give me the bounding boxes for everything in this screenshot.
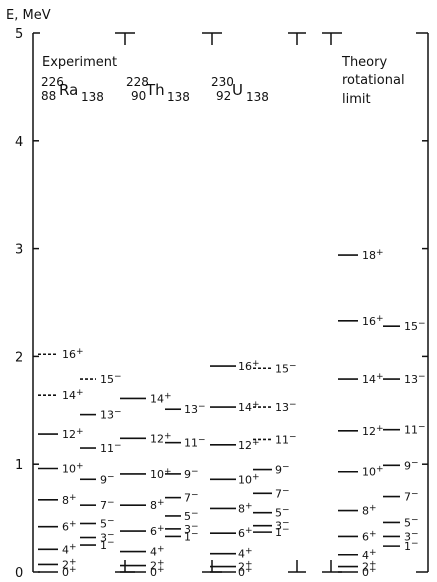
y-tick-label: 0 xyxy=(15,566,23,581)
y-tick-label: 4 xyxy=(15,135,23,150)
theory-spin-label: 14+ xyxy=(362,372,384,386)
u230-spin-label: 11− xyxy=(275,432,297,446)
u230-spin-label: 9− xyxy=(275,463,290,477)
ra226-spin-label: 9− xyxy=(100,472,115,486)
u230-spin-label: 15− xyxy=(275,361,297,375)
theory-spin-label: 4+ xyxy=(362,548,377,562)
theory-spin-label: 5− xyxy=(404,515,419,529)
ra-n: 138 xyxy=(81,90,104,104)
th228-spin-label: 13− xyxy=(184,402,206,416)
theory-spin-label: 12+ xyxy=(362,424,384,438)
theory-header: Theory rotational limit xyxy=(341,55,409,107)
y-tick-label: 1 xyxy=(15,458,23,473)
theory-spin-label: 11− xyxy=(404,423,426,437)
th-n: 138 xyxy=(167,90,190,104)
th228-spin-label: 2+ xyxy=(150,559,165,573)
th228-header: 228 90 Th 138 xyxy=(126,75,190,104)
theory-spin-label: 6+ xyxy=(362,529,377,543)
th228-spin-label: 8+ xyxy=(150,498,165,512)
theory-spin-label: 3− xyxy=(404,529,419,543)
ra226-header: 226 88 Ra 138 xyxy=(41,75,104,104)
ra226-spin-label: 2+ xyxy=(62,557,77,571)
ra226-spin-label: 16+ xyxy=(62,347,84,361)
ra226-spin-label: 3− xyxy=(100,531,115,545)
top-ticks xyxy=(115,32,428,45)
u230-spin-label: 1− xyxy=(275,525,290,539)
th228-spin-label: 7− xyxy=(184,491,199,505)
u-n: 138 xyxy=(246,90,269,104)
theory-spin-label: 16+ xyxy=(362,314,384,328)
ra226-spin-label: 4+ xyxy=(62,542,77,556)
th228-spin-label: 12+ xyxy=(150,431,172,445)
ra226-spin-label: 13− xyxy=(100,408,122,422)
y-tick-label: 2 xyxy=(15,350,23,365)
theory-spin-label: 7− xyxy=(404,490,419,504)
u-mass: 230 xyxy=(211,75,234,89)
y-tick-label: 3 xyxy=(15,243,23,258)
th-symbol: Th xyxy=(145,81,165,99)
u230-spin-label: 3− xyxy=(275,519,290,533)
ra226-spin-label: 15− xyxy=(100,372,122,386)
theory-line-2: rotational xyxy=(342,73,405,88)
ra226-spin-label: 0+ xyxy=(62,565,77,579)
y-ticks: 5 4 3 2 1 0 xyxy=(15,27,428,581)
experiment-header: Experiment xyxy=(42,55,117,70)
u230-spin-label: 5− xyxy=(275,506,290,520)
th228-spin-label: 1− xyxy=(184,529,199,543)
th228-spin-label: 11− xyxy=(184,436,206,450)
ra226-spin-label: 1− xyxy=(100,538,115,552)
theory-line-3: limit xyxy=(342,92,371,107)
ra226-spin-label: 10+ xyxy=(62,462,84,476)
theory-spin-label: 13− xyxy=(404,372,426,386)
theory-spin-label: 9− xyxy=(404,458,419,472)
th228-spin-label: 9− xyxy=(184,467,199,481)
theory-spin-label: 10+ xyxy=(362,465,384,479)
th228-spin-label: 14+ xyxy=(150,391,172,405)
u230-spin-label: 4+ xyxy=(238,547,253,561)
u-z: 92 xyxy=(216,89,231,103)
u230-spin-label: 12+ xyxy=(238,438,260,452)
theory-spin-label: 18+ xyxy=(362,248,384,262)
u230-spin-label: 14+ xyxy=(238,400,260,414)
theory-spin-label: 1− xyxy=(404,539,419,553)
y-tick-label: 5 xyxy=(15,27,23,42)
ra226-spin-label: 14+ xyxy=(62,388,84,402)
ra-symbol: Ra xyxy=(59,81,78,99)
th228-spin-label: 6+ xyxy=(150,524,165,538)
theory-spin-label: 15− xyxy=(404,319,426,333)
ra-mass: 226 xyxy=(41,75,64,89)
y-axis-label: E, MeV xyxy=(6,8,51,23)
u230-spin-label: 13− xyxy=(275,400,297,414)
theory-line-1: Theory xyxy=(341,55,387,70)
u230-spin-label: 2+ xyxy=(238,560,253,574)
ra226-spin-label: 5− xyxy=(100,516,115,530)
u230-spin-label: 7− xyxy=(275,486,290,500)
ra-z: 88 xyxy=(41,89,56,103)
u230-spin-label: 16+ xyxy=(238,359,260,373)
u230-spin-label: 8+ xyxy=(238,501,253,515)
th228-spin-label: 4+ xyxy=(150,545,165,559)
theory-spin-label: 0+ xyxy=(362,565,377,579)
th228-spin-label: 10+ xyxy=(150,467,172,481)
theory-spin-label: 2+ xyxy=(362,560,377,574)
u230-spin-label: 10+ xyxy=(238,472,260,486)
th-mass: 228 xyxy=(126,75,149,89)
u230-header: 230 92 U 138 xyxy=(211,75,269,104)
th-z: 90 xyxy=(131,89,146,103)
ra226-spin-label: 11− xyxy=(100,441,122,455)
th228-spin-label: 3− xyxy=(184,522,199,536)
ra226-spin-label: 6+ xyxy=(62,520,77,534)
ra226-spin-label: 8+ xyxy=(62,493,77,507)
u-symbol: U xyxy=(232,81,243,99)
level-lines: 0+2+4+6+8+10+12+14+16+1−3−5−7−9−11−13−15… xyxy=(38,248,426,579)
ra226-spin-label: 7− xyxy=(100,498,115,512)
ra226-spin-label: 12+ xyxy=(62,427,84,441)
u230-spin-label: 0+ xyxy=(238,565,253,579)
u230-spin-label: 6+ xyxy=(238,526,253,540)
th228-spin-label: 0+ xyxy=(150,565,165,579)
theory-spin-label: 8+ xyxy=(362,504,377,518)
th228-spin-label: 5− xyxy=(184,509,199,523)
